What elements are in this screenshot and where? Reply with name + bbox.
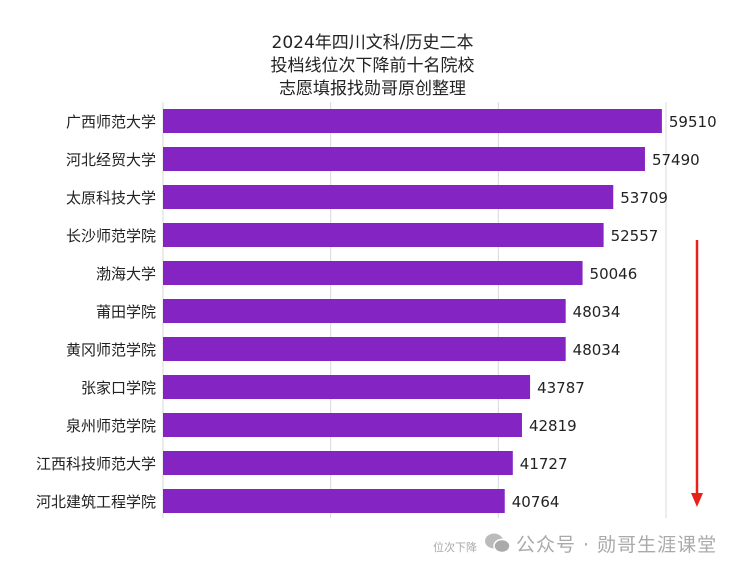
bar (163, 185, 614, 209)
bar (163, 261, 583, 285)
wechat-icon (484, 532, 512, 558)
category-label: 泉州师范学院 (66, 417, 156, 435)
category-label: 河北经贸大学 (66, 151, 156, 169)
chart-title-line-1: 2024年四川文科/历史二本 (271, 33, 474, 53)
category-label: 太原科技大学 (66, 189, 156, 207)
category-label: 广西师范大学 (66, 113, 156, 131)
watermark-text: 公众号 · 勋哥生涯课堂 (516, 534, 718, 556)
bar (163, 223, 604, 247)
category-label: 黄冈师范学院 (66, 341, 156, 359)
down-arrow-icon (691, 493, 703, 507)
bar (163, 299, 566, 323)
category-label: 张家口学院 (81, 379, 156, 397)
bar (163, 451, 513, 475)
bar (163, 413, 522, 437)
arrow-label: 位次下降 (433, 541, 477, 554)
data-label: 48034 (573, 303, 621, 321)
data-label: 57490 (652, 151, 700, 169)
data-label: 59510 (669, 113, 717, 131)
data-label: 52557 (611, 227, 659, 245)
data-label: 53709 (620, 189, 668, 207)
bar (163, 337, 566, 361)
bar (163, 375, 531, 399)
category-label: 渤海大学 (96, 265, 156, 283)
data-label: 40764 (512, 493, 560, 511)
bar (163, 489, 505, 513)
bar (163, 109, 662, 133)
chart-title-line-2: 投档线位次下降前十名院校 (270, 56, 475, 76)
data-label: 50046 (590, 265, 638, 283)
bar (163, 147, 645, 171)
chart-title-line-3: 志愿填报找勋哥原创整理 (279, 79, 466, 99)
data-label: 43787 (537, 379, 585, 397)
data-label: 41727 (520, 455, 568, 473)
category-label: 河北建筑工程学院 (36, 493, 156, 511)
data-label: 42819 (529, 417, 577, 435)
category-label: 江西科技师范大学 (36, 455, 156, 473)
data-label: 48034 (573, 341, 621, 359)
category-label: 莆田学院 (96, 303, 156, 321)
category-label: 长沙师范学院 (66, 227, 156, 245)
